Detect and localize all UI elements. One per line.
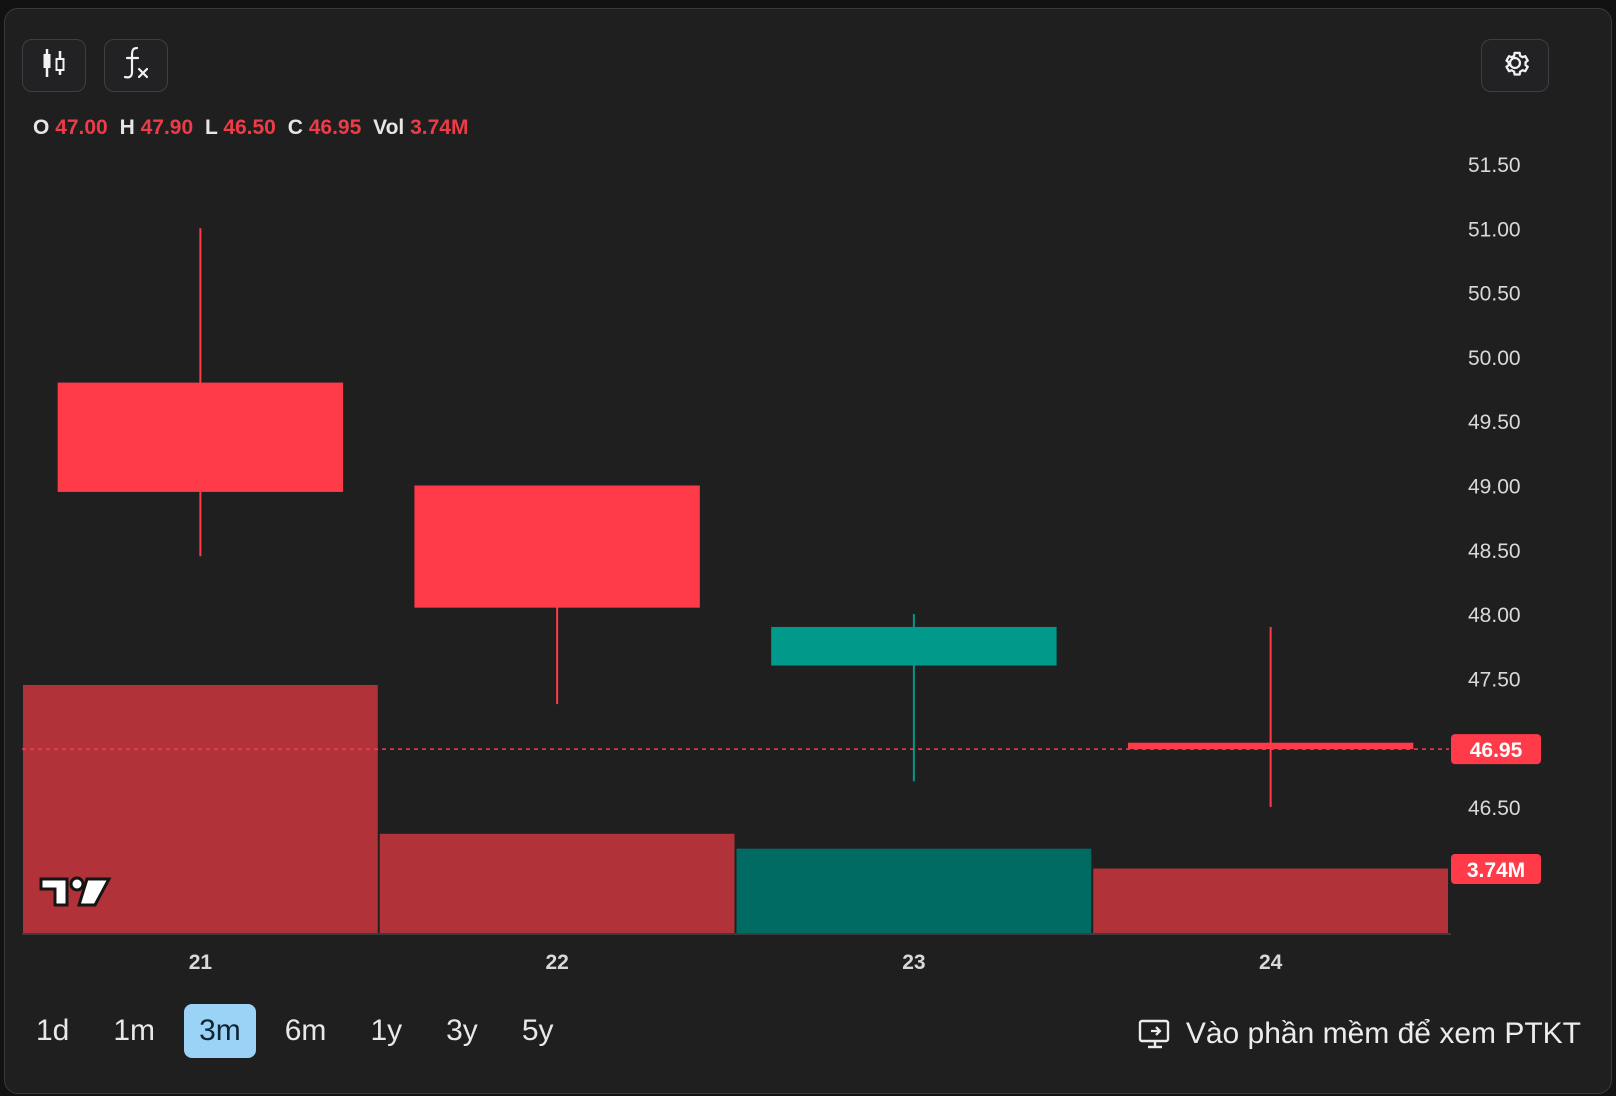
high-value: 47.90	[140, 116, 194, 139]
volume-value: 3.74M	[410, 116, 469, 139]
volume-layer	[23, 685, 1448, 933]
close-label: C	[287, 116, 303, 139]
y-tick-label: 48.00	[1468, 604, 1521, 627]
volume-label: Vol	[373, 116, 405, 139]
x-tick-label: 23	[902, 951, 925, 974]
last-price-tag	[1451, 734, 1541, 765]
y-tick-label: 51.50	[1468, 154, 1521, 177]
y-tick-label: 49.50	[1468, 411, 1521, 434]
candlestick-icon	[40, 46, 68, 85]
function-icon	[119, 44, 153, 87]
timeframe-6m[interactable]: 6m	[284, 1014, 327, 1047]
monitor-icon	[1138, 1017, 1172, 1051]
timeframe-1d[interactable]: 1d	[36, 1014, 70, 1047]
timeframe-3m[interactable]: 3m	[184, 1004, 256, 1058]
y-tick-label: 49.00	[1468, 476, 1521, 499]
low-value: 46.50	[223, 116, 276, 139]
timeframe-selector: 1d 1m 3m 6m 1y 3y 5y	[21, 1004, 583, 1058]
candle-body	[57, 382, 344, 492]
indicator-tool-button[interactable]	[104, 39, 168, 92]
settings-button[interactable]	[1481, 39, 1549, 92]
tradingview-logo	[39, 876, 112, 907]
gear-icon	[1498, 46, 1532, 85]
timeframe-5y[interactable]: 5y	[521, 1014, 554, 1047]
x-tick-label: 21	[189, 951, 213, 974]
candlestick-chart[interactable]: 21 22 23 24 51.50 51.00 50.50 50.00 49.50 49.00 48…	[5, 9, 1611, 1093]
volume-bar	[379, 833, 735, 933]
timeframe-1m[interactable]: 1m	[113, 1014, 156, 1047]
y-tick-label: 47.50	[1468, 668, 1521, 691]
open-software-label: Vào phần mềm để xem PTKT	[1185, 1017, 1581, 1050]
candle-body	[414, 485, 700, 608]
y-tick-label: 50.50	[1468, 283, 1521, 306]
chart-widget: O 47.00 H 47.90 L 46.50 C 46.95 Vol 3.74…	[4, 8, 1612, 1094]
y-tick-label: 51.00	[1468, 218, 1521, 241]
volume-bar	[736, 848, 1092, 933]
ohlc-legend: O 47.00 H 47.90 L 46.50 C 46.95 Vol 3.74…	[33, 116, 474, 140]
volume-bar	[23, 685, 378, 933]
timeframe-3y[interactable]: 3y	[446, 1014, 478, 1047]
y-tick-label: 50.00	[1468, 347, 1521, 370]
y-tick-label: 46.50	[1468, 797, 1521, 820]
candlestick-tool-button[interactable]	[22, 39, 86, 92]
last-volume-tag	[1451, 854, 1541, 884]
candle-layer	[57, 228, 1414, 807]
last-price-label: 46.95	[1470, 739, 1523, 762]
x-tick-label: 22	[545, 951, 568, 974]
candle-body	[1127, 742, 1414, 750]
last-volume-label: 3.74M	[1467, 859, 1525, 882]
x-tick-label: 24	[1259, 951, 1283, 974]
axis-layer: 21 22 23 24 51.50 51.00 50.50 50.00 49.50 49.00 48…	[22, 154, 1541, 974]
timeframe-1y[interactable]: 1y	[370, 1014, 403, 1047]
open-label: O	[33, 116, 50, 139]
candle-body	[771, 626, 1057, 666]
low-label: L	[205, 116, 218, 139]
close-value: 46.95	[308, 116, 362, 139]
y-tick-label: 48.50	[1468, 540, 1521, 563]
open-value: 47.00	[55, 116, 108, 139]
open-software-link[interactable]: Vào phần mềm để xem PTKT	[1138, 1017, 1581, 1051]
volume-bar	[1093, 868, 1448, 933]
high-label: H	[119, 116, 135, 139]
